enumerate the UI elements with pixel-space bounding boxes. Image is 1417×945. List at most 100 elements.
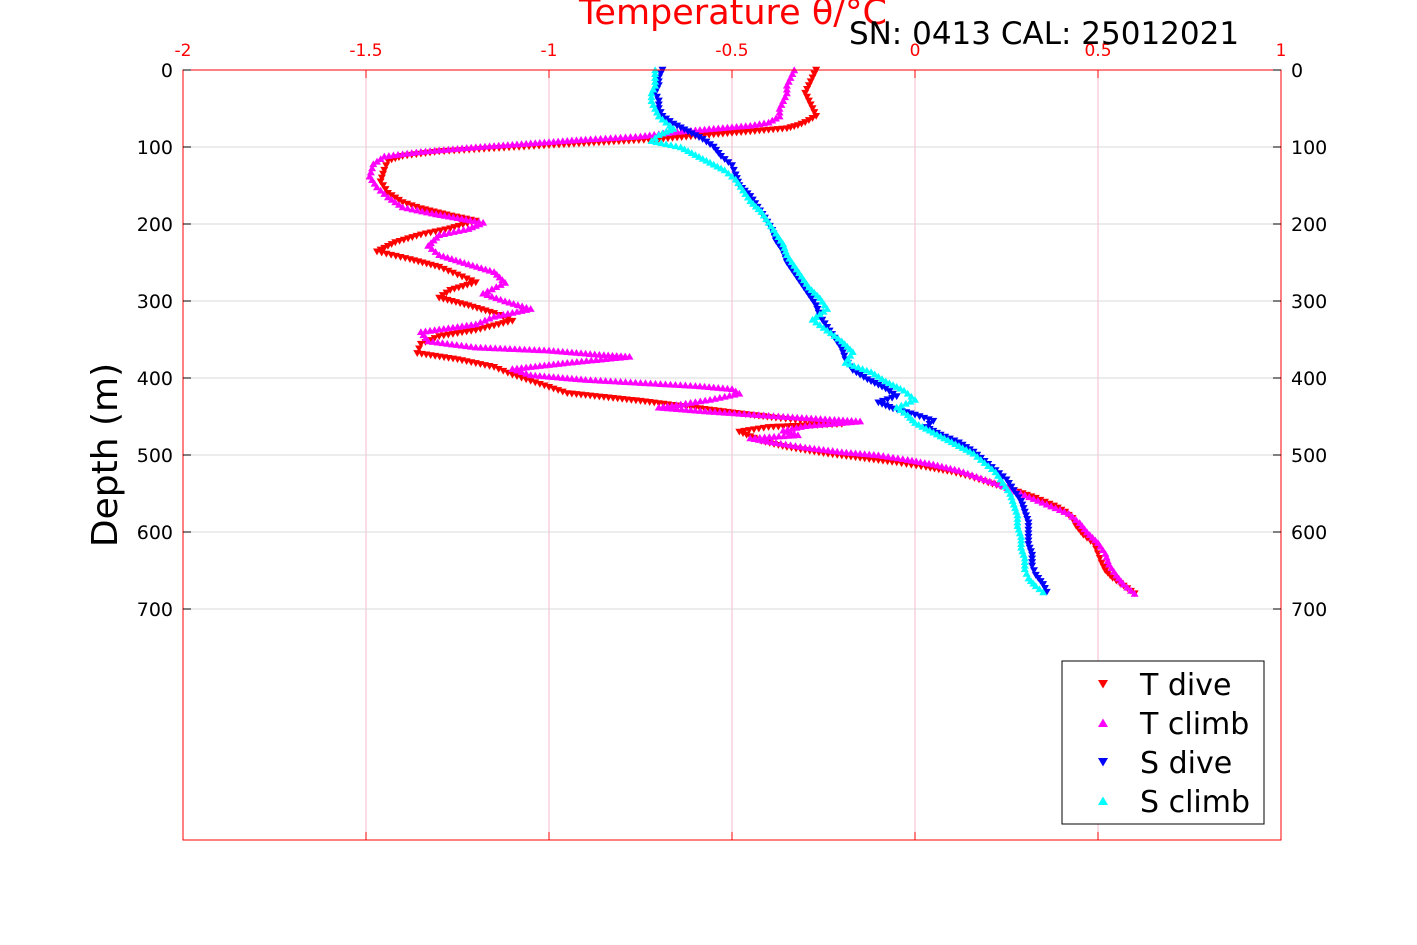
- data-point: [408, 205, 417, 213]
- data-point: [669, 120, 678, 128]
- data-point: [812, 113, 821, 120]
- legend-label: T climb: [1139, 707, 1249, 742]
- data-point: [735, 409, 744, 417]
- data-point: [568, 358, 577, 366]
- data-point: [509, 299, 518, 307]
- data-point: [520, 345, 529, 353]
- data-point: [631, 132, 640, 140]
- data-point: [728, 172, 736, 180]
- data-point: [372, 183, 381, 191]
- data-point: [654, 101, 663, 109]
- data-point: [804, 117, 813, 124]
- data-point: [771, 439, 780, 446]
- data-point: [496, 295, 505, 303]
- data-point: [852, 369, 861, 377]
- data-point: [889, 453, 898, 461]
- y-tick-label-right: 700: [1291, 599, 1327, 621]
- data-point: [438, 292, 447, 299]
- data-point: [477, 264, 486, 272]
- data-point: [596, 355, 605, 363]
- data-point: [897, 401, 906, 409]
- data-point: [725, 409, 734, 416]
- x-tick-label: 0.5: [1084, 41, 1111, 61]
- data-point: [808, 115, 817, 122]
- data-point: [418, 207, 427, 215]
- data-point: [834, 334, 843, 342]
- data-point: [448, 269, 457, 277]
- data-point: [492, 283, 501, 291]
- data-point: [387, 195, 396, 203]
- data-point: [820, 320, 829, 328]
- data-point: [611, 354, 620, 362]
- data-point: [1042, 500, 1051, 508]
- data-point: [587, 356, 596, 364]
- data-point: [781, 440, 790, 448]
- data-point: [818, 316, 827, 324]
- data-point: [823, 305, 832, 312]
- data-point: [906, 397, 915, 405]
- data-point: [764, 411, 773, 419]
- data-point: [806, 101, 815, 109]
- legend: T dive T climb S dive S climb: [1061, 660, 1265, 825]
- x-tick-label: -0.5: [715, 41, 748, 61]
- data-point: [874, 451, 883, 459]
- data-point: [667, 141, 675, 149]
- data-point: [804, 291, 813, 299]
- y-tick-label-left: 200: [137, 214, 173, 236]
- data-point: [615, 353, 624, 361]
- legend-label: S climb: [1140, 785, 1250, 820]
- data-point: [950, 437, 959, 445]
- data-point: [1099, 563, 1108, 571]
- data-point: [448, 340, 457, 348]
- data-point: [415, 345, 424, 353]
- data-point: [735, 389, 744, 397]
- data-point: [870, 380, 879, 387]
- data-points: [365, 66, 1139, 598]
- data-point: [499, 367, 508, 375]
- data-point: [715, 408, 724, 416]
- data-point: [581, 375, 590, 383]
- data-point: [731, 171, 740, 179]
- data-point: [636, 379, 645, 386]
- data-point: [804, 82, 813, 89]
- data-point: [591, 376, 600, 384]
- data-point: [525, 345, 534, 353]
- data-point: [673, 122, 682, 130]
- data-point: [416, 340, 425, 348]
- data-point: [476, 343, 485, 351]
- data-point: [976, 456, 985, 463]
- data-point: [540, 346, 549, 354]
- data-point: [380, 244, 389, 252]
- data-point: [1119, 580, 1128, 588]
- data-point: [782, 85, 791, 93]
- data-point: [874, 372, 883, 380]
- data-point: [1025, 493, 1034, 501]
- data-point: [686, 399, 695, 406]
- data-point: [903, 389, 912, 397]
- data-point: [490, 364, 499, 371]
- data-point: [601, 355, 610, 363]
- data-point: [651, 379, 660, 387]
- y-tick-label-right: 400: [1291, 368, 1327, 390]
- data-point: [376, 186, 385, 194]
- data-point: [776, 439, 785, 447]
- data-point: [1130, 590, 1139, 597]
- data-point: [867, 378, 876, 385]
- data-point: [1033, 496, 1042, 504]
- data-point: [1013, 515, 1022, 522]
- data-point: [423, 208, 431, 216]
- data-point: [896, 406, 905, 414]
- data-point: [1009, 487, 1018, 495]
- data-point: [796, 442, 805, 450]
- data-point: [453, 271, 462, 279]
- data-point: [1123, 583, 1132, 591]
- data-point: [654, 97, 663, 105]
- data-point: [701, 407, 710, 415]
- data-point: [981, 476, 990, 483]
- data-point: [1017, 536, 1026, 544]
- x-tick-label: -1.5: [349, 41, 382, 61]
- data-point: [830, 332, 839, 339]
- data-point: [382, 162, 391, 170]
- data-point: [728, 385, 736, 392]
- y-tick-label-right: 300: [1291, 291, 1327, 313]
